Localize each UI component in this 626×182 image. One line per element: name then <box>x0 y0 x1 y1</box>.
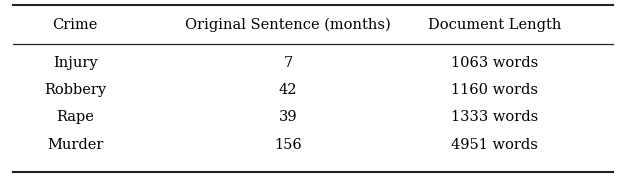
Text: Original Sentence (months): Original Sentence (months) <box>185 17 391 32</box>
Text: Murder: Murder <box>47 138 103 152</box>
Text: 1063 words: 1063 words <box>451 56 538 70</box>
Text: Rape: Rape <box>56 110 94 124</box>
Text: Crime: Crime <box>53 18 98 31</box>
Text: 1160 words: 1160 words <box>451 83 538 97</box>
Text: Robbery: Robbery <box>44 83 106 97</box>
Text: 42: 42 <box>279 83 297 97</box>
Text: 39: 39 <box>279 110 297 124</box>
Text: Injury: Injury <box>53 56 98 70</box>
Text: 156: 156 <box>274 138 302 152</box>
Text: 1333 words: 1333 words <box>451 110 538 124</box>
Text: Document Length: Document Length <box>428 18 562 31</box>
Text: 4951 words: 4951 words <box>451 138 538 152</box>
Text: 7: 7 <box>284 56 292 70</box>
